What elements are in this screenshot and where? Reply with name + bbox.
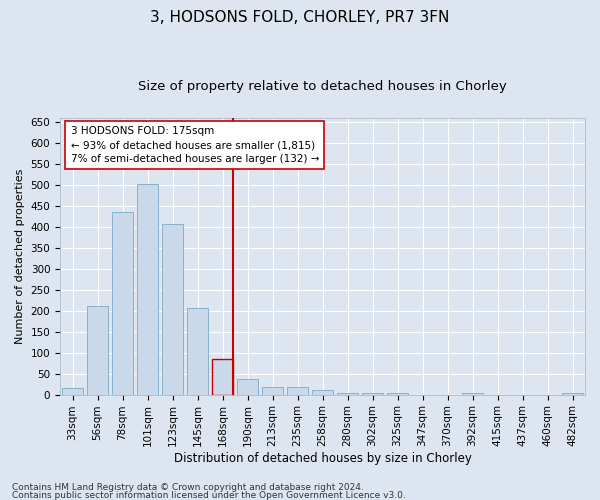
Bar: [137, 184, 158, 394]
Bar: [387, 393, 408, 394]
Bar: [162, 224, 183, 394]
Bar: [312, 390, 333, 394]
Title: Size of property relative to detached houses in Chorley: Size of property relative to detached ho…: [138, 80, 507, 93]
Bar: [187, 308, 208, 394]
X-axis label: Distribution of detached houses by size in Chorley: Distribution of detached houses by size …: [173, 452, 472, 465]
Bar: [362, 393, 383, 394]
Bar: [212, 359, 233, 394]
Bar: [62, 388, 83, 394]
Bar: [287, 388, 308, 394]
Text: Contains public sector information licensed under the Open Government Licence v3: Contains public sector information licen…: [12, 490, 406, 500]
Bar: [237, 378, 258, 394]
Text: 3 HODSONS FOLD: 175sqm
← 93% of detached houses are smaller (1,815)
7% of semi-d: 3 HODSONS FOLD: 175sqm ← 93% of detached…: [71, 126, 319, 164]
Y-axis label: Number of detached properties: Number of detached properties: [15, 168, 25, 344]
Bar: [462, 393, 483, 394]
Bar: [562, 393, 583, 394]
Text: Contains HM Land Registry data © Crown copyright and database right 2024.: Contains HM Land Registry data © Crown c…: [12, 484, 364, 492]
Bar: [112, 212, 133, 394]
Text: 3, HODSONS FOLD, CHORLEY, PR7 3FN: 3, HODSONS FOLD, CHORLEY, PR7 3FN: [151, 10, 449, 25]
Bar: [87, 306, 108, 394]
Bar: [337, 392, 358, 394]
Bar: [262, 387, 283, 394]
